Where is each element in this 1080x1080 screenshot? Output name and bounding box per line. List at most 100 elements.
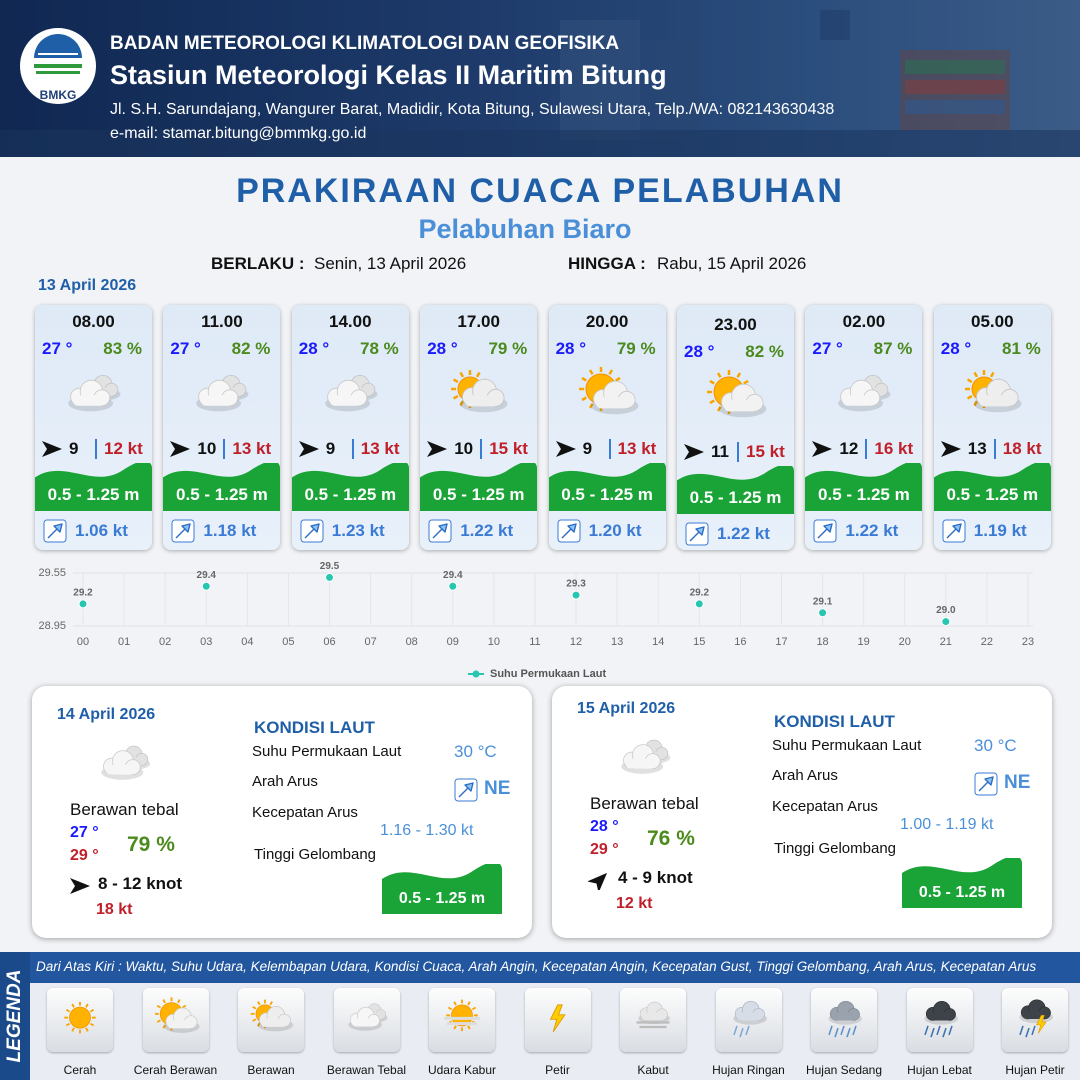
icon-part (35, 460, 152, 511)
icon-part (250, 999, 294, 1032)
icon-part (196, 379, 242, 412)
weather-icon (528, 996, 588, 1040)
current-arrow (454, 778, 478, 807)
icon-part (608, 369, 613, 375)
icon-part (257, 1001, 261, 1006)
weather-icon (432, 996, 492, 1040)
valid-to-label: HINGGA : (568, 254, 646, 273)
data-point (941, 617, 951, 627)
forecast-card: 14.00 28 ° 78 % 9 13 kt 0.5 - 1.25 m 1.23 kt (291, 305, 409, 550)
gust: 12 kt (95, 439, 143, 459)
icon-part (35, 460, 152, 511)
icon-part (1019, 999, 1053, 1024)
icon-part (467, 1001, 471, 1006)
icon-part (736, 372, 742, 378)
icon-part (156, 1019, 161, 1023)
icon-part (549, 1004, 566, 1033)
icon-part (716, 406, 722, 412)
temp-max: 29 ° (70, 847, 99, 864)
icon-part (460, 378, 508, 413)
data-point (448, 581, 458, 591)
gust: 18 kt (96, 901, 133, 918)
wave-box: 0.5 - 1.25 m (933, 460, 1051, 511)
icon-part (732, 1000, 767, 1025)
wave-box: 0.5 - 1.25 m (420, 460, 538, 511)
wave-box: 0.5 - 1.25 m (805, 460, 923, 511)
data-label: 29.1 (813, 596, 833, 607)
icon-part (946, 523, 962, 539)
wind-arrow (682, 442, 706, 467)
icon-part (684, 444, 704, 460)
current-arrow (813, 519, 837, 548)
icon-part (973, 400, 978, 407)
icon-part (557, 519, 581, 543)
weather-icon (1005, 996, 1065, 1040)
icon-part (974, 772, 998, 796)
icon-part (843, 395, 876, 406)
icon-part (805, 460, 923, 511)
icon-part (163, 1007, 200, 1033)
icon-part (973, 378, 1022, 413)
weather-icon (567, 367, 647, 422)
temperature: 27 ° (170, 339, 201, 358)
current-speed: 1.20 kt (588, 521, 642, 540)
forecast-card: 23.00 28 ° 82 % 11 15 kt 0.5 - 1.25 m 1.22 kt (677, 305, 794, 550)
data-label: 29.2 (690, 588, 710, 599)
icon-part (257, 1006, 294, 1032)
icon-part (964, 370, 1022, 413)
weather-icon (952, 367, 1032, 422)
icon-part (269, 1001, 273, 1006)
humidity: 82 % (231, 339, 271, 358)
icon-part (923, 1025, 929, 1036)
x-tick-label: 15 (693, 636, 705, 648)
logo: BMKG (20, 28, 96, 104)
data-point (78, 599, 88, 609)
icon-part (42, 441, 62, 457)
gust: 18 kt (993, 439, 1042, 459)
icon-part (444, 1016, 480, 1020)
icon-part (161, 999, 166, 1004)
icon-part (43, 519, 67, 543)
wave-box: 0.5 - 1.25 m (548, 460, 666, 511)
icon-part (639, 1025, 667, 1029)
temperature: 28 ° (555, 339, 587, 358)
icon-part (832, 1012, 856, 1021)
wind-arrow (68, 876, 92, 901)
icon-part (324, 375, 378, 412)
icon-part (428, 519, 452, 543)
x-tick-label: 16 (734, 636, 746, 648)
wind-arrow (168, 439, 192, 464)
logo-text: BMKG (39, 88, 77, 102)
legend-item-label: Kabut (637, 1063, 669, 1077)
icon-part (838, 379, 884, 412)
humidity: 81 % (1002, 339, 1041, 358)
weather-icon (695, 370, 775, 425)
icon-part (828, 1000, 862, 1038)
humidity: 76 % (647, 827, 695, 850)
icon-part (329, 395, 362, 406)
time: 14.00 (329, 312, 372, 331)
icon-part (453, 394, 459, 400)
x-tick-label: 21 (940, 636, 952, 648)
weather-icon (146, 996, 206, 1040)
weather-icon (50, 996, 110, 1040)
icon-part (73, 395, 105, 406)
x-tick-label: 18 (816, 636, 828, 648)
icon-part (940, 441, 961, 457)
x-tick-label: 19 (858, 636, 870, 648)
icon-part (85, 1027, 89, 1032)
y-tick-label: 28.95 (38, 620, 66, 632)
header-backdrop (905, 60, 1005, 74)
icon-part (68, 379, 113, 412)
current-arrow (557, 519, 581, 548)
icon-part (453, 1025, 457, 1030)
x-tick-label: 02 (159, 636, 171, 648)
legend-title: LEGENDA (4, 969, 25, 1063)
x-tick-label: 13 (611, 636, 623, 648)
data-label: 29.4 (197, 570, 217, 581)
icon-part (588, 403, 594, 409)
icon-part (636, 1001, 670, 1029)
x-tick-label: 10 (488, 636, 500, 648)
